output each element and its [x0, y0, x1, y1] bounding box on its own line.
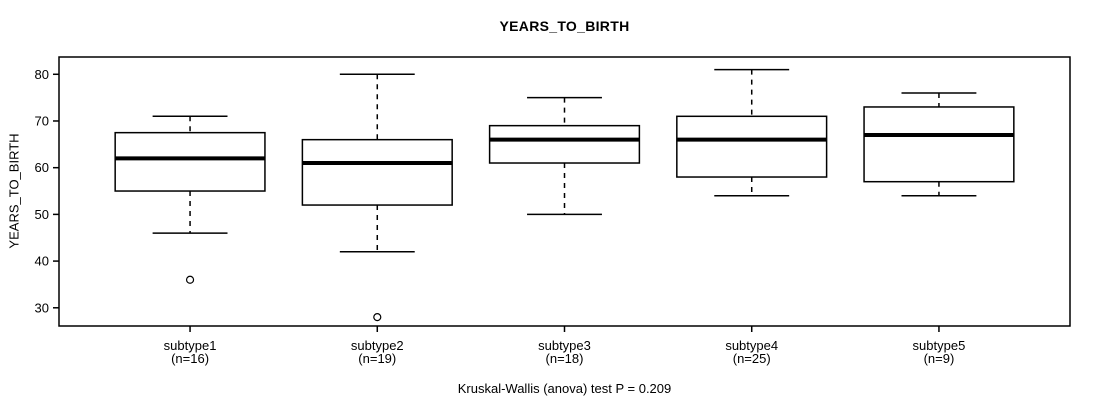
boxplot-subtype3: subtype3(n=18) — [488, 96, 641, 366]
y-tick-label: 70 — [35, 113, 49, 128]
category-n-label: (n=25) — [733, 351, 771, 366]
iqr-box — [301, 138, 453, 206]
iqr-box — [863, 106, 1015, 183]
y-tick-label: 30 — [35, 300, 49, 315]
category-n-label: (n=16) — [171, 351, 209, 366]
y-tick-label: 60 — [35, 160, 49, 175]
y-axis-label: YEARS_TO_BIRTH — [6, 133, 22, 249]
y-tick-label: 80 — [35, 67, 49, 82]
outlier-point — [185, 275, 195, 284]
y-tick-label: 40 — [35, 254, 49, 269]
category-label: subtype5 — [913, 338, 966, 353]
category-label: subtype2 — [351, 338, 404, 353]
outlier-point — [373, 313, 382, 322]
iqr-box — [676, 115, 828, 178]
iqr-box — [488, 124, 641, 164]
category-label: subtype4 — [725, 338, 778, 353]
category-n-label: (n=18) — [546, 351, 584, 366]
stat-test-caption: Kruskal-Wallis (anova) test P = 0.209 — [457, 381, 672, 396]
chart-title: YEARS_TO_BIRTH — [499, 18, 630, 34]
category-label: subtype1 — [164, 338, 217, 353]
category-label: subtype3 — [538, 338, 591, 353]
boxplot-subtype1: subtype1(n=16) — [114, 115, 266, 366]
category-n-label: (n=9) — [924, 351, 955, 366]
boxplot-subtype2: subtype2(n=19) — [301, 73, 453, 366]
boxplot-subtype5: subtype5(n=9) — [863, 92, 1015, 366]
category-n-label: (n=19) — [358, 351, 396, 366]
boxplot-subtype4: subtype4(n=25) — [676, 68, 828, 366]
y-tick-label: 50 — [35, 207, 49, 222]
iqr-box — [114, 131, 266, 192]
